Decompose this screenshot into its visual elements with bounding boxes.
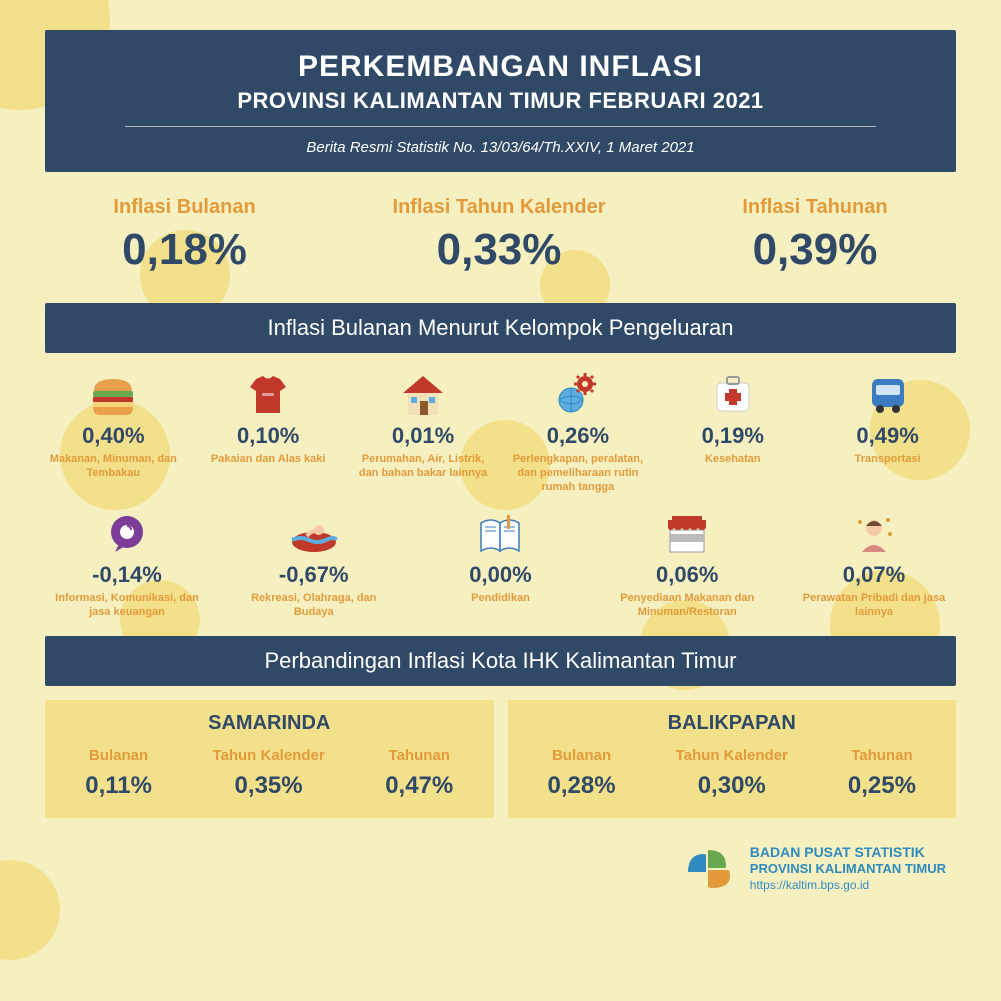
city-stat-value: 0,35% (212, 772, 324, 800)
stat-label: Inflasi Bulanan (113, 196, 255, 219)
category-name: Rekreasi, Olahraga, dan Budaya (232, 592, 396, 620)
city-card-samarinda: SAMARINDA Bulanan 0,11% Tahun Kalender 0… (45, 700, 494, 818)
category-value: 0,06% (605, 562, 769, 588)
category-value: 0,01% (355, 423, 492, 449)
category-health: 0,19% Kesehatan (664, 371, 801, 494)
city-stat-label: Bulanan (85, 747, 152, 764)
source-line: Berita Resmi Statistik No. 13/03/64/Th.X… (65, 139, 936, 156)
stat-label: Inflasi Tahun Kalender (393, 196, 606, 219)
category-personal-care: 0,07% Perawatan Pribadi dan jasa lainnya (792, 510, 956, 620)
footer-url: https://kaltim.bps.go.id (750, 878, 946, 894)
category-household: 0,26% Perlengkapan, peralatan, dan pemel… (510, 371, 647, 494)
page-subtitle: PROVINSI KALIMANTAN TIMUR FEBRUARI 2021 (65, 88, 936, 114)
medkit-icon (664, 371, 801, 419)
category-education: 0,00% Pendidikan (419, 510, 583, 620)
category-name: Perumahan, Air, Listrik, dan bahan bakar… (355, 453, 492, 481)
swimmer-icon (232, 510, 396, 558)
stat-label: Inflasi Tahunan (742, 196, 887, 219)
category-name: Perlengkapan, peralatan, dan pemeliharaa… (510, 453, 647, 494)
book-icon (419, 510, 583, 558)
city-stat: Tahun Kalender 0,30% (676, 747, 788, 800)
city-stat: Tahunan 0,25% (848, 747, 916, 800)
city-stat: Tahun Kalender 0,35% (212, 747, 324, 800)
section-title-categories: Inflasi Bulanan Menurut Kelompok Pengelu… (45, 303, 956, 353)
category-name: Penyediaan Makanan dan Minuman/Restoran (605, 592, 769, 620)
burger-icon (45, 371, 182, 419)
bps-logo-icon (682, 842, 736, 895)
city-card-balikpapan: BALIKPAPAN Bulanan 0,28% Tahun Kalender … (508, 700, 957, 818)
category-name: Perawatan Pribadi dan jasa lainnya (792, 592, 956, 620)
city-stat-label: Tahun Kalender (676, 747, 788, 764)
category-communication: -0,14% Informasi, Komunikasi, dan jasa k… (45, 510, 209, 620)
shop-icon (605, 510, 769, 558)
category-clothing: 0,10% Pakaian dan Alas kaki (200, 371, 337, 494)
stat-annual: Inflasi Tahunan 0,39% (742, 196, 887, 275)
city-comparison: SAMARINDA Bulanan 0,11% Tahun Kalender 0… (45, 700, 956, 818)
city-stat-value: 0,47% (385, 772, 453, 800)
city-name: SAMARINDA (55, 712, 484, 735)
category-name: Pendidikan (419, 592, 583, 606)
page-title: PERKEMBANGAN INFLASI (65, 50, 936, 84)
city-stat: Tahunan 0,47% (385, 747, 453, 800)
section-title-cities: Perbandingan Inflasi Kota IHK Kalimantan… (45, 636, 956, 686)
category-value: 0,00% (419, 562, 583, 588)
city-stat-value: 0,25% (848, 772, 916, 800)
category-food: 0,40% Makanan, Minuman, dan Tembakau (45, 371, 182, 494)
category-name: Transportasi (819, 453, 956, 467)
footer-org: BADAN PUSAT STATISTIK (750, 843, 946, 861)
category-value: 0,10% (200, 423, 337, 449)
city-stat-label: Tahun Kalender (212, 747, 324, 764)
spa-icon (792, 510, 956, 558)
city-stat-label: Bulanan (548, 747, 616, 764)
stat-value: 0,18% (113, 225, 255, 275)
gear-globe-icon (510, 371, 647, 419)
category-value: 0,49% (819, 423, 956, 449)
header-band: PERKEMBANGAN INFLASI PROVINSI KALIMANTAN… (45, 30, 956, 172)
category-name: Informasi, Komunikasi, dan jasa keuangan (45, 592, 209, 620)
category-grid: 0,40% Makanan, Minuman, dan Tembakau 0,1… (45, 371, 956, 620)
city-stat-value: 0,11% (85, 772, 152, 800)
category-food-service: 0,06% Penyediaan Makanan dan Minuman/Res… (605, 510, 769, 620)
category-name: Pakaian dan Alas kaki (200, 453, 337, 467)
category-housing: 0,01% Perumahan, Air, Listrik, dan bahan… (355, 371, 492, 494)
header-divider (125, 126, 876, 127)
category-transport: 0,49% Transportasi (819, 371, 956, 494)
city-stat-value: 0,30% (676, 772, 788, 800)
category-value: 0,07% (792, 562, 956, 588)
stat-value: 0,39% (742, 225, 887, 275)
city-stat: Bulanan 0,28% (548, 747, 616, 800)
category-value: 0,19% (664, 423, 801, 449)
category-value: 0,26% (510, 423, 647, 449)
category-value: -0,67% (232, 562, 396, 588)
category-value: 0,40% (45, 423, 182, 449)
category-value: -0,14% (45, 562, 209, 588)
category-recreation: -0,67% Rekreasi, Olahraga, dan Budaya (232, 510, 396, 620)
shirt-icon (200, 371, 337, 419)
footer-province: PROVINSI KALIMANTAN TIMUR (750, 861, 946, 878)
stat-calendar-year: Inflasi Tahun Kalender 0,33% (393, 196, 606, 275)
stat-monthly: Inflasi Bulanan 0,18% (113, 196, 255, 275)
house-icon (355, 371, 492, 419)
city-stat-label: Tahunan (385, 747, 453, 764)
city-stat-label: Tahunan (848, 747, 916, 764)
chat-icon (45, 510, 209, 558)
category-name: Makanan, Minuman, dan Tembakau (45, 453, 182, 481)
bus-icon (819, 371, 956, 419)
city-name: BALIKPAPAN (518, 712, 947, 735)
stat-value: 0,33% (393, 225, 606, 275)
footer: BADAN PUSAT STATISTIK PROVINSI KALIMANTA… (45, 842, 956, 895)
category-name: Kesehatan (664, 453, 801, 467)
top-stats-row: Inflasi Bulanan 0,18% Inflasi Tahun Kale… (45, 196, 956, 275)
footer-text: BADAN PUSAT STATISTIK PROVINSI KALIMANTA… (750, 843, 946, 894)
city-stat-value: 0,28% (548, 772, 616, 800)
city-stat: Bulanan 0,11% (85, 747, 152, 800)
